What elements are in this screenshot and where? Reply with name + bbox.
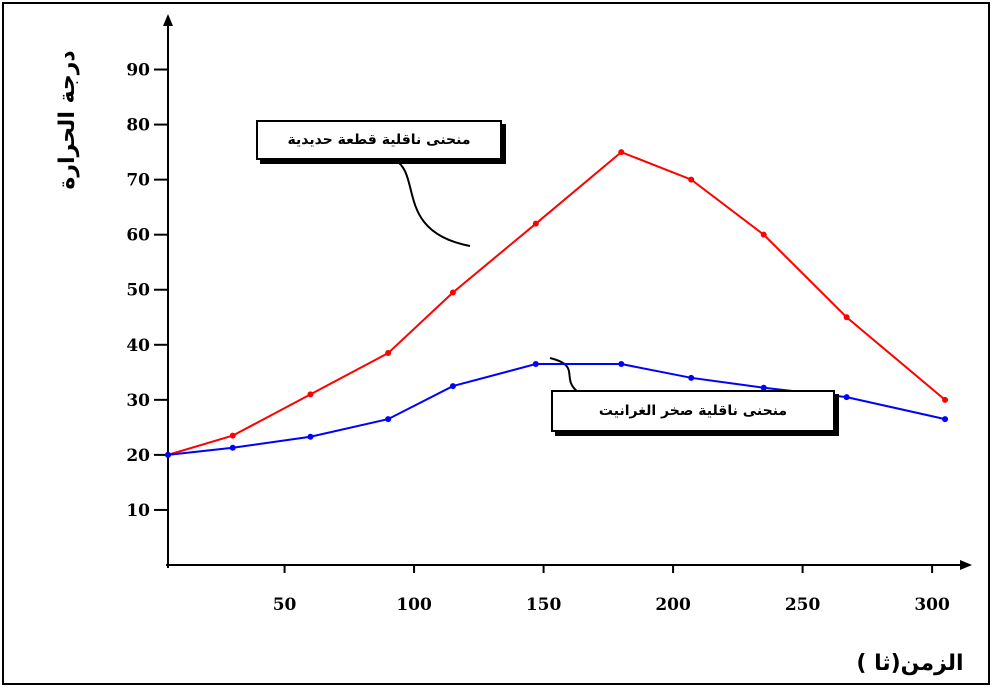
series-point-0 xyxy=(688,176,695,183)
series-point-1 xyxy=(229,444,236,451)
series-point-1 xyxy=(760,384,767,391)
y-tick-label: 50 xyxy=(126,281,150,301)
x-tick-label: 150 xyxy=(526,595,562,615)
series-point-1 xyxy=(843,394,850,401)
granite-callout-leader xyxy=(549,357,579,393)
x-tick-label: 100 xyxy=(396,595,432,615)
y-tick-label: 80 xyxy=(126,116,150,136)
series-point-0 xyxy=(532,220,539,227)
x-tick-label: 200 xyxy=(655,595,691,615)
series-point-1 xyxy=(942,416,949,423)
y-tick-label: 60 xyxy=(126,226,150,246)
y-tick-label: 30 xyxy=(126,391,150,411)
series-point-1 xyxy=(618,361,625,368)
x-axis-arrow xyxy=(960,560,972,570)
series-point-0 xyxy=(307,391,314,398)
x-tick-label: 50 xyxy=(273,595,297,615)
chart-series xyxy=(165,149,949,458)
x-tick-label: 300 xyxy=(914,595,950,615)
series-point-1 xyxy=(449,383,456,390)
series-point-0 xyxy=(618,149,625,156)
y-axis-title: درجة الحرارة xyxy=(55,50,80,189)
y-tick-label: 90 xyxy=(126,61,150,81)
x-tick-label: 250 xyxy=(785,595,821,615)
series-point-0 xyxy=(843,314,850,321)
y-tick-label: 10 xyxy=(126,501,150,521)
x-axis-title: الزمن(ثا ) xyxy=(856,651,963,676)
y-tick-label: 40 xyxy=(126,336,150,356)
series-point-0 xyxy=(760,231,767,238)
series-point-1 xyxy=(532,361,539,368)
series-point-0 xyxy=(229,432,236,439)
callout-leaders xyxy=(394,159,579,393)
iron-callout-leader xyxy=(394,159,471,247)
y-tick-label: 20 xyxy=(126,446,150,466)
granite-curve-callout: منحنى ناقلية صخر الغرانيت xyxy=(551,390,835,432)
series-point-0 xyxy=(942,396,949,403)
series-point-0 xyxy=(385,350,392,357)
series-point-1 xyxy=(165,451,171,458)
chart-axes xyxy=(163,14,972,570)
y-tick-label: 70 xyxy=(126,171,150,191)
series-point-0 xyxy=(449,289,456,296)
series-point-1 xyxy=(688,374,695,381)
iron-curve-callout: منحنى ناقلية قطعة حديدية xyxy=(256,120,502,160)
series-point-1 xyxy=(385,416,392,423)
chart-ticks: 10 20 30 40 50 60 70 80 90 50 100 150 200 250 300 xyxy=(126,61,950,615)
y-axis-arrow xyxy=(163,14,173,26)
series-point-1 xyxy=(307,433,314,440)
